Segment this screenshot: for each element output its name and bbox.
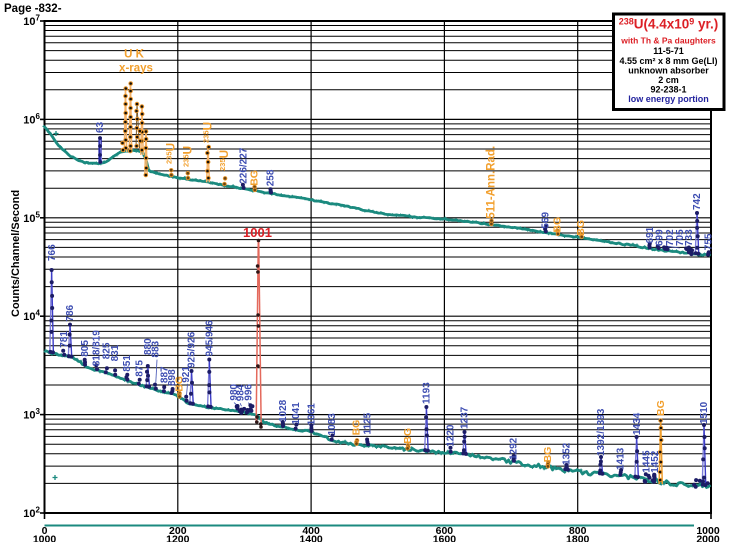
svg-text:945/946: 945/946 (205, 320, 216, 357)
svg-text:511-Ann.Rad.: 511-Ann.Rad. (486, 146, 498, 219)
svg-text:1600: 1600 (433, 534, 457, 542)
svg-text:1193: 1193 (422, 382, 433, 404)
svg-text:BG: BG (552, 217, 564, 233)
svg-text:702: 702 (665, 229, 676, 246)
svg-text:786: 786 (65, 304, 76, 321)
svg-text:1001: 1001 (243, 225, 272, 240)
svg-text:BG: BG (542, 447, 554, 463)
svg-text:200: 200 (169, 525, 187, 537)
svg-text:63: 63 (95, 121, 106, 133)
svg-text:1028: 1028 (278, 399, 289, 422)
svg-text:1000: 1000 (33, 534, 57, 542)
svg-text:1000: 1000 (696, 525, 720, 537)
svg-text:104: 104 (23, 309, 40, 324)
svg-text:0: 0 (42, 525, 48, 537)
svg-text:1237: 1237 (460, 406, 471, 429)
svg-text:925/926: 925/926 (187, 331, 198, 368)
svg-text:1445: 1445 (642, 450, 653, 473)
svg-text:984: 984 (235, 384, 246, 401)
svg-text:BG: BG (249, 170, 261, 186)
svg-text:258: 258 (266, 169, 277, 186)
svg-text:low energy portion: low energy portion (628, 94, 709, 104)
svg-text:Page -832-: Page -832- (4, 3, 62, 15)
svg-text:733: 733 (684, 229, 695, 246)
svg-text:898: 898 (167, 369, 178, 386)
svg-text:805: 805 (80, 340, 91, 357)
svg-text:1413: 1413 (616, 447, 627, 470)
svg-text:235U: 235U (164, 143, 178, 164)
svg-text:1510: 1510 (699, 401, 710, 424)
svg-text:1125: 1125 (363, 412, 374, 434)
svg-text:103: 103 (23, 407, 40, 422)
svg-text:2000: 2000 (696, 534, 720, 542)
svg-text:818/819: 818/819 (92, 330, 103, 367)
svg-text:unknown absorber: unknown absorber (628, 65, 709, 75)
svg-text:880: 880 (143, 338, 154, 355)
svg-text:1800: 1800 (566, 534, 590, 542)
svg-text:BG: BG (173, 376, 185, 392)
svg-text:x-rays: x-rays (119, 63, 153, 75)
svg-text:1434: 1434 (632, 412, 643, 435)
svg-text:781: 781 (59, 331, 70, 348)
svg-text:800: 800 (569, 525, 587, 537)
svg-text:1061: 1061 (307, 403, 318, 426)
svg-text:106: 106 (23, 112, 40, 127)
svg-text:BG: BG (402, 428, 414, 444)
svg-text:766: 766 (47, 244, 58, 261)
svg-text:1400: 1400 (299, 534, 323, 542)
svg-text:105: 105 (23, 210, 40, 225)
svg-text:226/227: 226/227 (239, 147, 250, 184)
svg-text:4.55 cm² x 8 mm Ge(LI): 4.55 cm² x 8 mm Ge(LI) (619, 56, 717, 66)
svg-text:1200: 1200 (166, 534, 190, 542)
svg-text:107: 107 (23, 14, 40, 29)
svg-text:705: 705 (675, 229, 686, 246)
svg-text:102: 102 (23, 506, 40, 521)
svg-text:1352: 1352 (562, 442, 573, 465)
svg-text:235U: 235U (217, 150, 231, 171)
svg-text:887: 887 (160, 366, 171, 383)
svg-text:11-5-71: 11-5-71 (653, 46, 684, 56)
svg-text:755: 755 (704, 233, 715, 250)
svg-text:921: 921 (181, 366, 192, 383)
svg-text:2 cm: 2 cm (658, 75, 679, 85)
svg-text:980: 980 (229, 383, 240, 400)
svg-text:875: 875 (135, 360, 146, 377)
svg-text:400: 400 (302, 525, 320, 537)
svg-text:BG: BG (351, 420, 363, 436)
svg-text:831: 831 (110, 344, 121, 361)
svg-text:1220: 1220 (445, 424, 456, 447)
svg-text:with Th & Pa daughters: with Th & Pa daughters (620, 36, 716, 46)
svg-text:238U(4.4x109 yr.): 238U(4.4x109 yr.) (619, 17, 719, 32)
svg-text:569: 569 (541, 211, 552, 228)
svg-text:1452: 1452 (650, 450, 661, 473)
svg-text:1292: 1292 (509, 437, 520, 460)
svg-text:996: 996 (244, 384, 255, 401)
svg-text:235U: 235U (201, 122, 215, 143)
svg-text:Counts/Channel/Second: Counts/Channel/Second (10, 190, 22, 317)
svg-text:691: 691 (645, 226, 656, 243)
svg-text:BG: BG (575, 220, 587, 236)
svg-text:92-238-1: 92-238-1 (650, 85, 686, 95)
svg-text:600: 600 (436, 525, 454, 537)
svg-text:1083: 1083 (327, 413, 338, 436)
svg-text:851: 851 (122, 355, 133, 372)
svg-text:742: 742 (692, 193, 703, 210)
svg-text:1041: 1041 (291, 402, 302, 425)
svg-text:BG: BG (655, 400, 667, 416)
svg-text:U K: U K (124, 49, 145, 61)
svg-text:1392/1393: 1392/1393 (596, 408, 607, 456)
svg-text:235U: 235U (181, 146, 195, 167)
svg-text:699: 699 (655, 229, 666, 246)
svg-text:883: 883 (151, 340, 162, 357)
svg-text:825: 825 (102, 342, 113, 359)
